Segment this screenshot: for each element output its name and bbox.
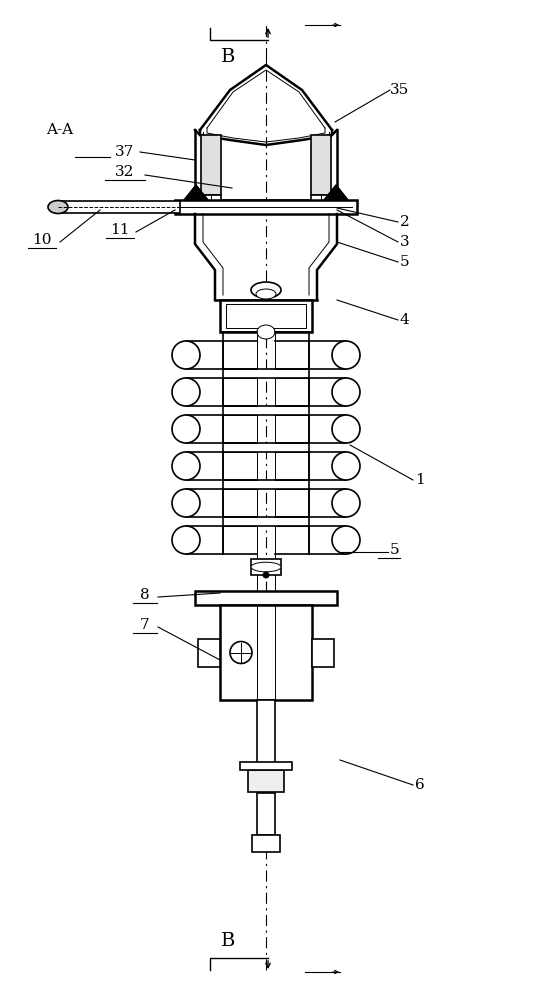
Bar [223,369,309,378]
Polygon shape [184,185,208,200]
Bar [252,835,280,852]
Bar [186,415,223,443]
Ellipse shape [332,415,360,443]
Ellipse shape [172,452,200,480]
Bar [223,443,309,452]
Bar [309,415,346,443]
Bar [198,639,220,666]
Bar [309,341,346,369]
Ellipse shape [251,562,281,572]
Text: 6: 6 [415,778,425,792]
Bar [186,341,223,369]
Text: 11: 11 [110,223,130,237]
Text: A-A: A-A [46,123,74,137]
Text: B: B [221,48,235,66]
Ellipse shape [263,572,269,578]
Bar [175,200,357,214]
Ellipse shape [257,325,275,339]
Bar [248,770,284,792]
Ellipse shape [256,289,276,299]
Bar [226,304,306,328]
Bar [223,480,309,489]
Bar [195,591,337,605]
Bar [309,452,346,480]
Text: 5: 5 [390,543,400,557]
Ellipse shape [332,378,360,406]
Text: 1: 1 [415,473,425,487]
Bar [240,762,292,770]
Text: 5: 5 [400,255,410,269]
Ellipse shape [172,378,200,406]
Ellipse shape [172,526,200,554]
Text: 3: 3 [400,235,410,249]
Ellipse shape [332,489,360,517]
Ellipse shape [48,200,68,214]
Bar [201,195,221,213]
Bar [223,406,309,415]
Ellipse shape [172,341,200,369]
Bar [186,452,223,480]
Polygon shape [324,185,348,200]
Text: 7: 7 [140,618,150,632]
Bar [220,300,312,332]
Text: 4: 4 [400,313,410,327]
Bar [58,201,180,213]
Ellipse shape [251,282,281,298]
Ellipse shape [332,452,360,480]
Text: 2: 2 [400,215,410,229]
Bar [311,195,331,213]
Bar [186,489,223,517]
Ellipse shape [230,642,252,664]
Bar [201,135,221,195]
Bar [311,135,331,195]
Bar [309,378,346,406]
Text: 37: 37 [115,145,135,159]
Text: 32: 32 [115,165,135,179]
Text: 8: 8 [140,588,150,602]
Bar [220,605,312,700]
Bar [223,517,309,526]
Text: 10: 10 [33,233,52,247]
Bar [257,793,275,835]
Bar [186,378,223,406]
Text: 35: 35 [390,83,409,97]
Ellipse shape [332,341,360,369]
Bar [251,559,281,575]
Bar [186,526,223,554]
Bar [309,526,346,554]
Bar [309,489,346,517]
Ellipse shape [332,526,360,554]
Ellipse shape [172,489,200,517]
Ellipse shape [172,415,200,443]
Bar [312,639,334,666]
Text: B: B [221,932,235,950]
Bar [257,700,275,770]
